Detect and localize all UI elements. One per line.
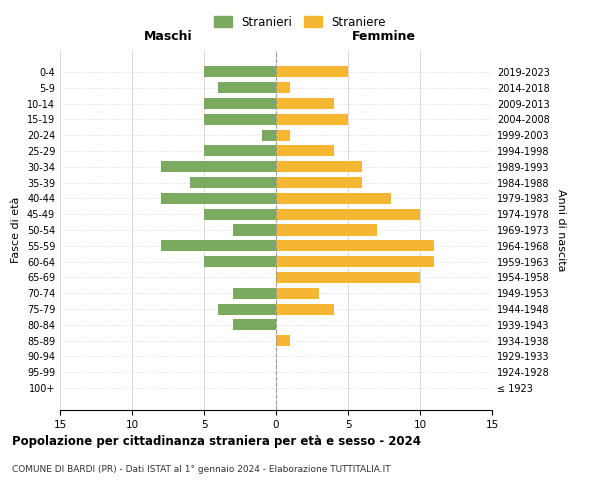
Bar [190,177,276,188]
Text: Maschi: Maschi [143,30,193,43]
Legend: Stranieri, Straniere: Stranieri, Straniere [209,11,391,34]
Bar [276,177,362,188]
Bar [276,146,334,156]
Bar [276,130,290,140]
Text: COMUNE DI BARDI (PR) - Dati ISTAT al 1° gennaio 2024 - Elaborazione TUTTITALIA.I: COMUNE DI BARDI (PR) - Dati ISTAT al 1° … [12,465,391,474]
Bar [276,272,420,283]
Bar [218,304,276,314]
Text: Popolazione per cittadinanza straniera per età e sesso - 2024: Popolazione per cittadinanza straniera p… [12,435,421,448]
Bar [276,288,319,299]
Bar [233,224,276,235]
Bar [276,161,362,172]
Bar [204,208,276,220]
Y-axis label: Anni di nascita: Anni di nascita [556,188,566,271]
Bar [276,304,334,314]
Bar [276,224,377,235]
Bar [204,114,276,125]
Bar [161,161,276,172]
Bar [276,335,290,346]
Bar [276,98,334,109]
Bar [233,288,276,299]
Bar [204,256,276,267]
Bar [233,320,276,330]
Bar [161,193,276,204]
Bar [276,82,290,93]
Bar [276,114,348,125]
Bar [262,130,276,140]
Bar [276,193,391,204]
Y-axis label: Fasce di età: Fasce di età [11,197,21,263]
Bar [276,240,434,252]
Bar [276,208,420,220]
Bar [276,256,434,267]
Bar [276,66,348,78]
Bar [204,66,276,78]
Bar [204,98,276,109]
Text: Femmine: Femmine [352,30,416,43]
Bar [204,146,276,156]
Bar [218,82,276,93]
Bar [161,240,276,252]
